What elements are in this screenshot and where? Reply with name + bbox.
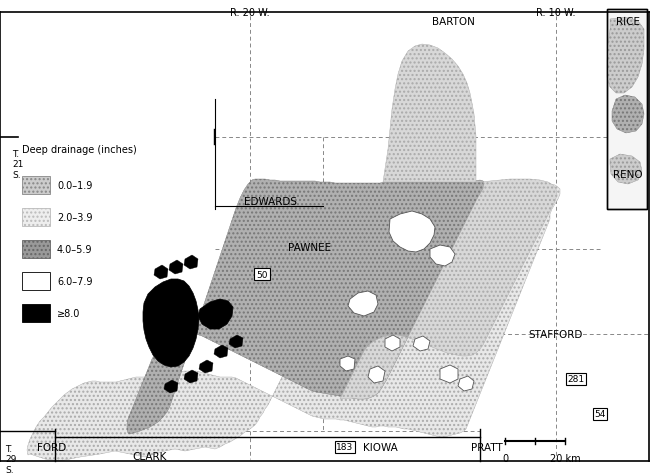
Text: PRATT: PRATT	[471, 442, 503, 452]
Polygon shape	[340, 179, 557, 399]
Text: BARTON: BARTON	[432, 17, 474, 27]
Polygon shape	[440, 365, 458, 383]
Bar	[22, 304, 50, 322]
Text: 20 km: 20 km	[550, 453, 580, 463]
Text: T.
29
S.: T. 29 S.	[5, 444, 16, 474]
Polygon shape	[385, 335, 400, 351]
Text: R. 20 W.: R. 20 W.	[230, 8, 270, 18]
Polygon shape	[458, 376, 474, 391]
Polygon shape	[612, 96, 644, 134]
Text: EDWARDS: EDWARDS	[244, 197, 296, 207]
Polygon shape	[143, 279, 199, 367]
Text: T.
21
S.: T. 21 S.	[12, 149, 23, 179]
Text: 0: 0	[502, 453, 508, 463]
Text: 50: 50	[256, 270, 268, 279]
Text: 54: 54	[594, 410, 606, 418]
Polygon shape	[340, 356, 355, 371]
Polygon shape	[184, 256, 198, 269]
Polygon shape	[169, 260, 183, 275]
Text: CLARK: CLARK	[133, 451, 167, 461]
Text: ≥8.0: ≥8.0	[57, 308, 81, 318]
Text: 2.0–3.9: 2.0–3.9	[57, 213, 92, 223]
Text: STAFFORD: STAFFORD	[529, 329, 583, 339]
Polygon shape	[199, 360, 213, 373]
Text: PAWNEE: PAWNEE	[289, 242, 332, 252]
Text: 4.0–5.9: 4.0–5.9	[57, 245, 92, 255]
Polygon shape	[607, 10, 647, 209]
Polygon shape	[368, 366, 385, 383]
Text: Deep drainage (inches): Deep drainage (inches)	[22, 145, 136, 155]
Text: RENO: RENO	[613, 169, 643, 179]
Polygon shape	[154, 266, 168, 279]
Polygon shape	[430, 246, 455, 267]
Text: 6.0–7.9: 6.0–7.9	[57, 277, 92, 287]
Text: FORD: FORD	[38, 442, 67, 452]
Polygon shape	[198, 299, 233, 329]
Text: 183: 183	[337, 443, 354, 452]
Polygon shape	[27, 182, 560, 461]
Bar	[22, 272, 50, 290]
Text: RICE: RICE	[616, 17, 640, 27]
Polygon shape	[383, 45, 476, 183]
Polygon shape	[184, 370, 198, 383]
Polygon shape	[229, 335, 243, 348]
Text: R. 10 W.: R. 10 W.	[536, 8, 576, 18]
Polygon shape	[413, 336, 430, 351]
Polygon shape	[164, 380, 178, 393]
Text: 281: 281	[567, 375, 584, 384]
Polygon shape	[389, 211, 435, 252]
Polygon shape	[610, 155, 642, 185]
Bar	[22, 240, 50, 258]
Bar	[22, 177, 50, 195]
Polygon shape	[348, 291, 378, 317]
Bar	[607, 10, 647, 209]
Polygon shape	[607, 18, 644, 94]
Text: KIOWA: KIOWA	[363, 442, 397, 452]
Text: 0.0–1.9: 0.0–1.9	[57, 180, 92, 190]
Bar	[22, 208, 50, 227]
Polygon shape	[214, 345, 228, 358]
Polygon shape	[127, 179, 484, 434]
